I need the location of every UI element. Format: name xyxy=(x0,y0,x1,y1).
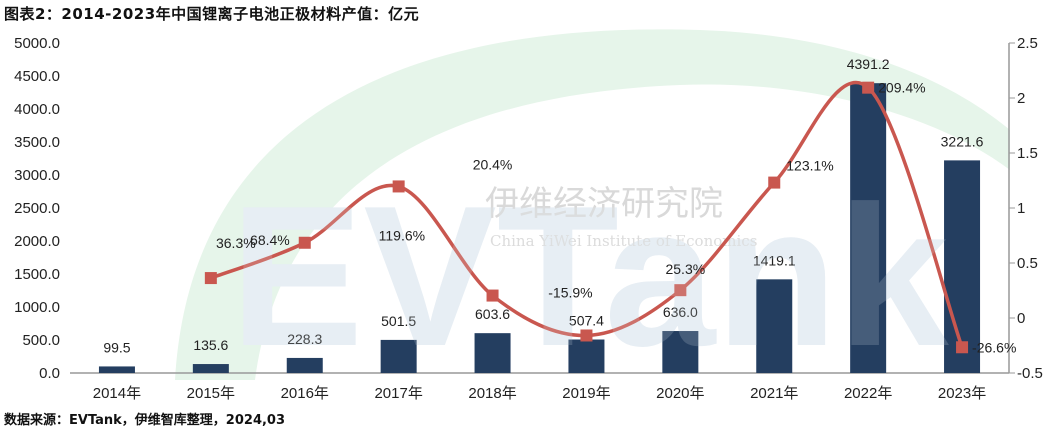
left-tick-label: 2000.0 xyxy=(14,233,60,250)
bar-value-label: 135.6 xyxy=(193,337,228,353)
left-tick-label: 4000.0 xyxy=(14,101,60,118)
bar-value-label: 603.6 xyxy=(475,306,510,322)
right-tick-label: -0.5 xyxy=(1017,365,1043,382)
growth-rate-label: -26.6% xyxy=(972,339,1016,355)
bar-value-label: 4391.2 xyxy=(847,56,890,72)
left-tick-label: 3000.0 xyxy=(14,167,60,184)
bar-value-label: 99.5 xyxy=(103,339,130,355)
watermark-overlay: EVTank xyxy=(230,165,950,388)
growth-rate-label: 20.4% xyxy=(473,157,513,173)
bar xyxy=(98,366,135,373)
right-tick-label: 1.5 xyxy=(1017,145,1038,162)
bar xyxy=(286,357,323,373)
line-marker xyxy=(392,180,405,193)
growth-rate-label: 25.3% xyxy=(665,261,705,277)
growth-rate-label: 209.4% xyxy=(878,80,925,96)
line-marker xyxy=(768,176,781,189)
line-marker xyxy=(204,272,217,285)
bar-value-label: 3221.6 xyxy=(941,133,984,149)
source-note: 数据来源：EVTank，伊维智库整理，2024,03 xyxy=(4,413,286,428)
bar-value-label: 501.5 xyxy=(381,313,416,329)
watermark-arc xyxy=(175,29,1010,380)
growth-rate-label: 68.4% xyxy=(250,232,290,248)
category-label: 2018年 xyxy=(468,385,516,402)
line-marker xyxy=(486,289,499,302)
right-tick-label: 1 xyxy=(1017,200,1025,217)
category-label: 2019年 xyxy=(562,385,610,402)
growth-rate-label: 123.1% xyxy=(786,158,833,174)
bar xyxy=(380,339,417,373)
bar-value-label: 507.4 xyxy=(569,313,604,329)
line-marker xyxy=(956,341,969,354)
growth-rate-label: 36.3% xyxy=(216,235,256,251)
left-tick-label: 4500.0 xyxy=(14,68,60,85)
bar xyxy=(944,160,981,373)
chart-title: 图表2：2014-2023年中国锂离子电池正极材料产值：亿元 xyxy=(4,5,420,23)
left-tick-label: 500.0 xyxy=(22,332,60,349)
left-tick-label: 1000.0 xyxy=(14,299,60,316)
right-tick-label: 2.5 xyxy=(1017,35,1038,52)
bar-value-label: 636.0 xyxy=(663,304,698,320)
category-label: 2020年 xyxy=(656,385,704,402)
category-label: 2015年 xyxy=(187,385,235,402)
bar xyxy=(756,279,793,373)
category-label: 2021年 xyxy=(750,385,798,402)
bar xyxy=(568,339,605,373)
category-label: 2014年 xyxy=(93,385,141,402)
line-marker xyxy=(298,236,311,249)
left-tick-label: 0.0 xyxy=(39,365,60,382)
bar-value-label: 228.3 xyxy=(287,331,322,347)
watermark-cn: 伊维经济研究院 xyxy=(485,184,723,224)
left-tick-label: 5000.0 xyxy=(14,35,60,52)
category-label: 2023年 xyxy=(938,385,986,402)
growth-rate-label: 119.6% xyxy=(379,227,425,243)
right-tick-label: 0 xyxy=(1017,310,1025,327)
line-marker xyxy=(862,81,875,94)
line-marker xyxy=(580,329,593,342)
line-marker xyxy=(674,284,687,297)
category-label: 2016年 xyxy=(281,385,329,402)
bar-value-label: 1419.1 xyxy=(753,252,796,268)
bar xyxy=(192,364,229,373)
category-label: 2022年 xyxy=(844,385,892,402)
growth-rate-label: -15.9% xyxy=(548,284,592,300)
left-tick-label: 3500.0 xyxy=(14,134,60,151)
left-tick-label: 2500.0 xyxy=(14,200,60,217)
bar xyxy=(474,333,511,373)
bar xyxy=(850,83,887,374)
category-label: 2017年 xyxy=(374,385,422,402)
right-tick-label: 2 xyxy=(1017,90,1025,107)
watermark-en: China YiWei Institute of Economics xyxy=(490,232,757,250)
left-tick-label: 1500.0 xyxy=(14,266,60,283)
right-tick-label: 0.5 xyxy=(1017,255,1038,272)
bar xyxy=(662,331,699,373)
